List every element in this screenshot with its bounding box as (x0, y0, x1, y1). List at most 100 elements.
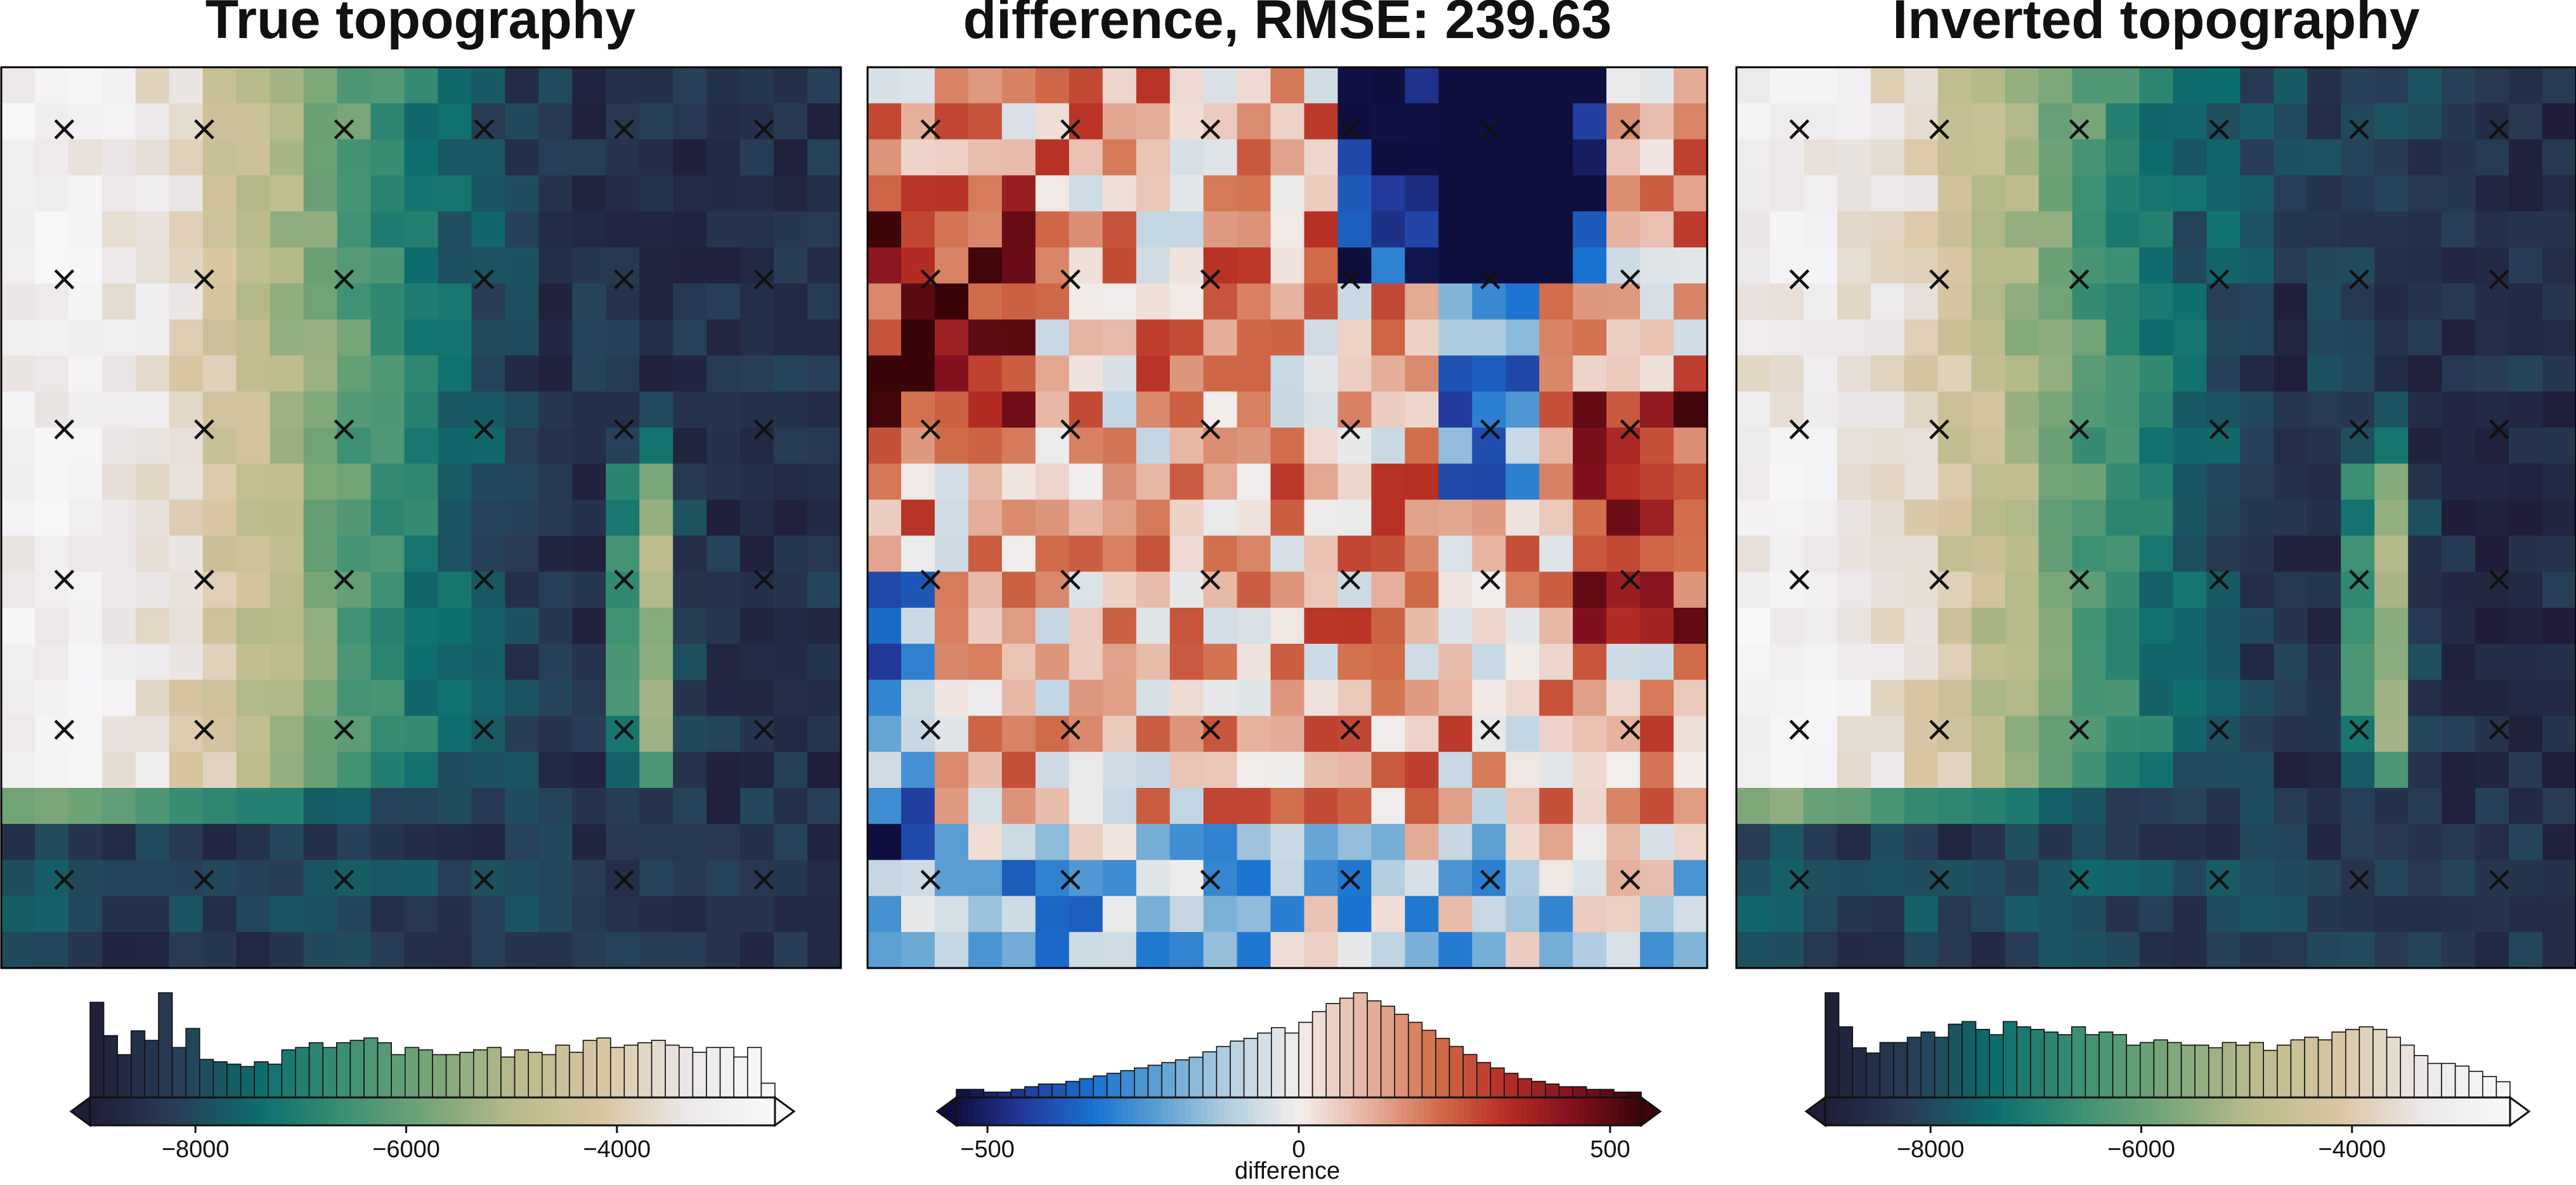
heatmap-cell (1337, 175, 1372, 212)
heatmap-cell (968, 463, 1003, 501)
heatmap-cell (934, 716, 969, 752)
heatmap-cell (2509, 428, 2543, 464)
heatmap-cell (303, 175, 338, 212)
heatmap-cell (1169, 211, 1204, 248)
heatmap-cell (1674, 175, 1708, 212)
heatmap-cell (868, 355, 902, 392)
heatmap-cell (606, 823, 640, 861)
colorbar-segment (438, 1097, 445, 1125)
heatmap-cell (1904, 391, 1939, 428)
heatmap-cell (1304, 319, 1339, 356)
histogram-bar (103, 1035, 119, 1098)
histogram-bar (2180, 1044, 2196, 1098)
heatmap-cell (1069, 823, 1103, 861)
heatmap-cell (868, 535, 902, 572)
heatmap-cell (1337, 608, 1372, 645)
heatmap-cell (1472, 428, 1506, 464)
heatmap-cell (34, 608, 69, 645)
heatmap-cell (2173, 535, 2208, 572)
heatmap-cell (438, 391, 472, 428)
heatmap-cell (868, 175, 902, 212)
heatmap-cell (1270, 608, 1305, 645)
heatmap-cell (1304, 175, 1339, 212)
heatmap-cell (1506, 67, 1540, 104)
heatmap-cell (1371, 67, 1405, 104)
heatmap-cell (1237, 319, 1272, 356)
heatmap-cell (169, 535, 204, 572)
heatmap-cell (1736, 535, 1771, 572)
heatmap-cell (34, 355, 69, 392)
heatmap-cell (471, 175, 505, 212)
heatmap-cell (538, 355, 573, 392)
heatmap-cell (1270, 679, 1305, 716)
heatmap-cell (2173, 896, 2208, 933)
heatmap-cell (1001, 535, 1036, 572)
heatmap-cell (2139, 103, 2174, 140)
heatmap-cell (1371, 428, 1405, 464)
heatmap-cell (1, 535, 36, 572)
heatmap-cell (1769, 391, 1804, 428)
heatmap-cell (2542, 499, 2576, 536)
heatmap-cell (2139, 716, 2174, 752)
heatmap-cell (2173, 247, 2208, 284)
heatmap-cell (1438, 139, 1473, 176)
heatmap-cell (337, 391, 372, 428)
heatmap-cell (2206, 103, 2241, 140)
heatmap-cell (1606, 896, 1641, 933)
colorbar-segment (2013, 1097, 2020, 1125)
heatmap-cell (538, 643, 573, 681)
observation-marker: × (2204, 709, 2234, 750)
heatmap-cell (34, 67, 69, 104)
heatmap-cell (1937, 535, 1972, 572)
heatmap-cell (2240, 572, 2274, 608)
heatmap-cell (202, 932, 237, 969)
observation-marker: × (1336, 709, 1365, 750)
heatmap-cell (1169, 608, 1204, 645)
heatmap-cell (438, 823, 472, 861)
colorbar-segment (621, 1097, 627, 1125)
heatmap-cell (505, 572, 539, 608)
heatmap-cell (1769, 139, 1804, 176)
colorbar-tick-label: −4000 (2318, 1136, 2386, 1163)
heatmap-cell (1069, 428, 1103, 464)
heatmap-cell (68, 679, 103, 716)
heatmap-cell (270, 319, 304, 356)
heatmap-cell (1337, 463, 1372, 501)
heatmap-cell (68, 175, 103, 212)
observation-marker: × (1195, 108, 1225, 149)
heatmap-cell (2442, 716, 2476, 752)
map-frame (1735, 66, 2576, 969)
heatmap-cell (706, 608, 741, 645)
colorbar-segment (701, 1097, 707, 1125)
heatmap-cell (1472, 139, 1506, 176)
heatmap-cell (2374, 463, 2409, 501)
heatmap-cell (1837, 572, 1871, 608)
heatmap-cell (2341, 463, 2375, 501)
heatmap-cell (270, 428, 304, 464)
heatmap-cell (901, 716, 935, 752)
heatmap-cell (807, 175, 842, 212)
heatmap-cell (2072, 896, 2107, 933)
heatmap-cell (673, 463, 707, 501)
heatmap-cell (2542, 139, 2576, 176)
heatmap-cell (1870, 823, 1905, 861)
heatmap-cell (404, 860, 439, 896)
heatmap-cell (2139, 572, 2174, 608)
observation-marker: × (2345, 258, 2374, 299)
heatmap-cell (968, 932, 1003, 969)
heatmap-cell (1304, 823, 1339, 861)
heatmap-cell (2509, 823, 2543, 861)
heatmap-cell (1769, 463, 1804, 501)
heatmap-cell (2408, 679, 2442, 716)
histogram-bar (1284, 1032, 1299, 1098)
heatmap-cell (1937, 823, 1972, 861)
heatmap-cell (1001, 788, 1036, 825)
heatmap-cell (169, 499, 204, 536)
heatmap-cell (2105, 175, 2140, 212)
heatmap-cell (2542, 211, 2576, 248)
heatmap-cell (968, 608, 1003, 645)
heatmap-cell (169, 463, 204, 501)
observation-marker: × (1785, 258, 1814, 299)
heatmap-cell (2542, 428, 2576, 464)
